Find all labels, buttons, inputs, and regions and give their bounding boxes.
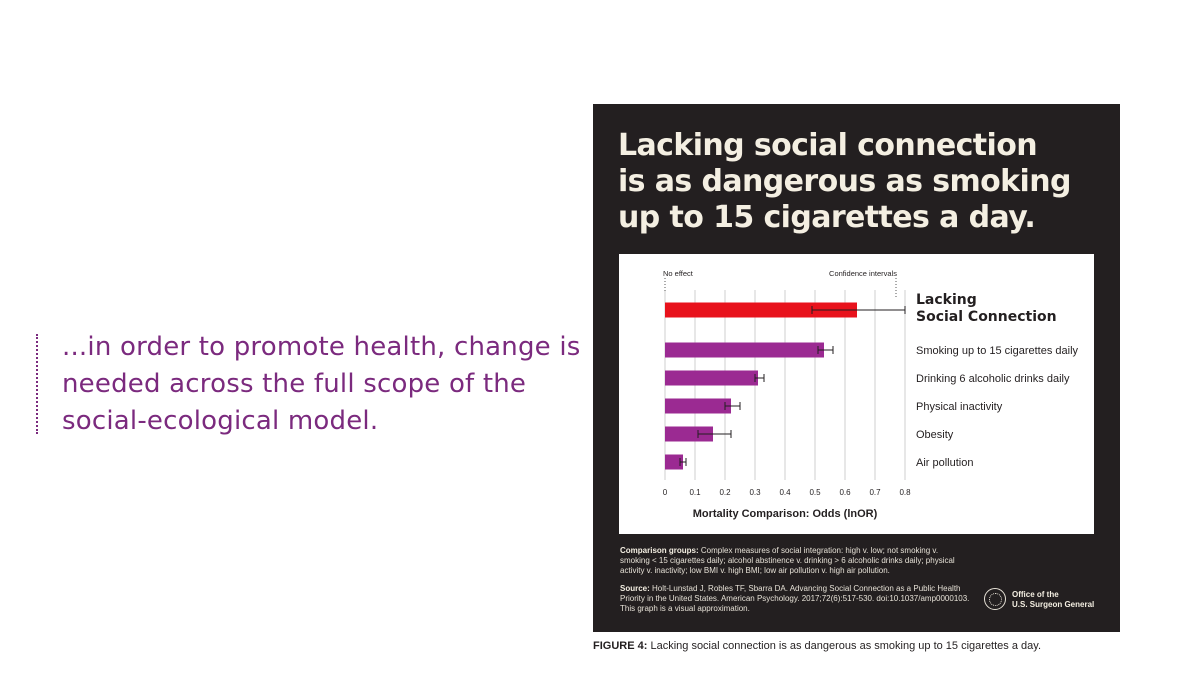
bar [665, 342, 824, 358]
headline-line: is as dangerous as smoking [618, 164, 1071, 199]
bar [665, 398, 731, 414]
figure-caption: FIGURE 4: Lacking social connection is a… [593, 640, 1153, 652]
bar [665, 302, 857, 318]
office-line-1: Office of the [1012, 590, 1059, 599]
category-label: Drinking 6 alcoholic drinks daily [916, 373, 1070, 385]
category-label: Lacking [916, 292, 977, 308]
bar [665, 370, 758, 386]
x-tick-label: 0.4 [779, 488, 791, 497]
source-text: Holt-Lunstad J, Robles TF, Sbarra DA. Ad… [620, 584, 970, 613]
headline-line: up to 15 cigarettes a day. [618, 200, 1036, 235]
category-label: Physical inactivity [916, 401, 1003, 413]
annotation-confidence-intervals: Confidence intervals [829, 269, 897, 278]
category-label: Smoking up to 15 cigarettes daily [916, 345, 1079, 357]
chart-area: No effect Confidence intervals Lacking Soci… [619, 254, 1094, 534]
x-tick-label: 0.5 [809, 488, 821, 497]
annotation-no-effect: No effect [663, 269, 694, 278]
category-label: Social Connection [916, 309, 1057, 325]
quote-divider [36, 334, 38, 434]
comparison-text: Complex measures of social integration: … [620, 546, 955, 575]
bar [665, 426, 713, 442]
headline-line: Lacking social connection [618, 128, 1038, 163]
comparison-groups-note: Comparison groups: Complex measures of s… [620, 546, 970, 576]
x-tick-label: 0.2 [719, 488, 731, 497]
x-tick-label: 0.8 [899, 488, 911, 497]
bar-chart: No effect Confidence intervals LackingSoci… [663, 269, 1079, 520]
figure-headline: Lacking social connection is as dangerou… [618, 128, 1098, 236]
surgeon-general-seal-icon [984, 588, 1006, 610]
comparison-label: Comparison groups: [620, 546, 699, 555]
x-axis-label: Mortality Comparison: Odds (lnOR) [693, 508, 878, 520]
source-note: Source: Holt-Lunstad J, Robles TF, Sbarr… [620, 584, 970, 614]
quote-text: ...in order to promote health, change is… [62, 332, 581, 436]
figure-panel: Lacking social connection is as dangerou… [593, 104, 1120, 632]
bar [665, 454, 683, 470]
source-label: Source: [620, 584, 650, 593]
x-tick-label: 0.7 [869, 488, 881, 497]
x-tick-label: 0 [663, 488, 668, 497]
x-tick-label: 0.1 [689, 488, 701, 497]
x-tick-label: 0.3 [749, 488, 761, 497]
office-logo-text: Office of the U.S. Surgeon General [1012, 590, 1094, 610]
category-label: Air pollution [916, 457, 973, 469]
caption-text: Lacking social connection is as dangerou… [650, 640, 1041, 652]
x-tick-label: 0.6 [839, 488, 851, 497]
caption-lead: FIGURE 4: [593, 640, 648, 652]
category-label: Obesity [916, 429, 954, 441]
office-line-2: U.S. Surgeon General [1012, 600, 1095, 609]
